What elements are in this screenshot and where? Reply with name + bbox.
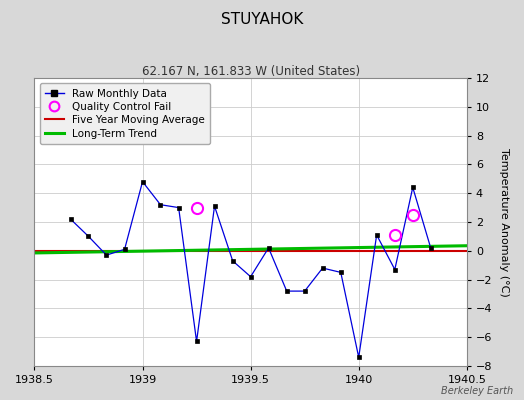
- Y-axis label: Temperature Anomaly (°C): Temperature Anomaly (°C): [499, 148, 509, 296]
- Legend: Raw Monthly Data, Quality Control Fail, Five Year Moving Average, Long-Term Tren: Raw Monthly Data, Quality Control Fail, …: [40, 83, 210, 144]
- Title: 62.167 N, 161.833 W (United States): 62.167 N, 161.833 W (United States): [141, 65, 359, 78]
- Text: STUYAHOK: STUYAHOK: [221, 12, 303, 27]
- Text: Berkeley Earth: Berkeley Earth: [441, 386, 514, 396]
